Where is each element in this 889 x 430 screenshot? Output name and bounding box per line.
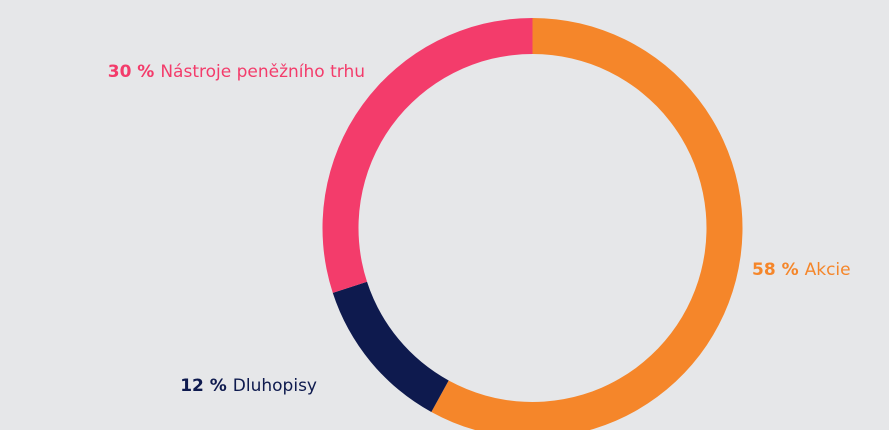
value-label: 12 % (180, 376, 227, 396)
value-label: 58 % (752, 260, 799, 280)
category-label: Dluhopisy (233, 376, 317, 396)
donut-segment (322, 18, 533, 293)
value-label: 30 % (108, 62, 155, 82)
segment-label: 12 % Dluhopisy (180, 376, 317, 396)
segment-label: 30 % Nástroje peněžního trhu (108, 62, 365, 82)
donut-segment (431, 18, 743, 430)
category-label: Akcie (805, 260, 851, 280)
segment-label: 58 % Akcie (752, 260, 851, 280)
category-label: Nástroje peněžního trhu (160, 62, 365, 82)
donut-segment (332, 281, 449, 413)
